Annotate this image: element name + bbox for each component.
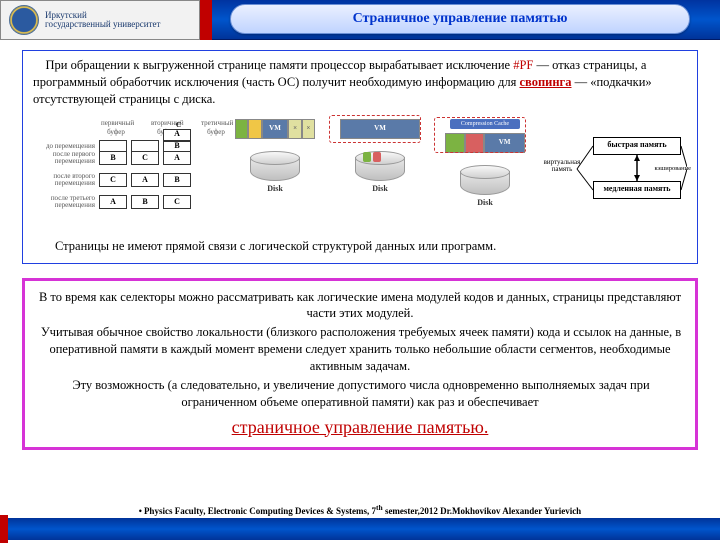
header-bar: Иркутский государственный университет Ст…	[0, 0, 720, 40]
explanation-p2: Учитывая обычное свойство локальности (б…	[37, 324, 683, 375]
footer-red-accent	[0, 515, 8, 543]
university-emblem-icon	[9, 5, 39, 35]
row-label-2: после второго перемещения	[33, 173, 95, 188]
slide-title: Страничное управление памятью	[230, 4, 690, 34]
dashed-highlight	[434, 117, 526, 153]
disk-icon: Disk	[355, 151, 405, 185]
university-logo-box: Иркутский государственный университет	[0, 0, 200, 40]
footer-attribution: •Physics Faculty, Electronic Computing D…	[0, 500, 720, 518]
footer-bar	[0, 518, 720, 540]
diagram-row: первичный буфер вторичный буфер третичны…	[33, 114, 687, 234]
vm-block-1: VMDisk	[333, 119, 428, 229]
vm-segment: VM	[262, 119, 289, 139]
vm-segment	[235, 119, 248, 139]
vm-block-2: Compression CacheVMDisk	[438, 119, 533, 229]
dashed-highlight	[329, 115, 421, 143]
vm-segment: ×	[288, 119, 301, 139]
vm-segment	[248, 119, 261, 139]
swap-word: свопинга	[519, 75, 571, 89]
content-area: При обращении к выгруженной странице пам…	[0, 40, 720, 264]
vm-diagrams: VM××DiskVMDiskCompression CacheVMDisk	[228, 119, 533, 229]
explanation-p1: В то время как селекторы можно рассматри…	[37, 289, 683, 323]
university-name-line2: государственный университет	[45, 20, 160, 29]
disk-icon: Disk	[250, 151, 300, 185]
vm-segment: ×	[302, 119, 315, 139]
memory-arrows-icon	[537, 129, 687, 219]
pf-code: #PF	[513, 58, 533, 72]
conclusion-text: страничное управление памятью.	[37, 415, 683, 439]
row-label-1: после первого перемещения	[33, 151, 95, 166]
intro-paragraph: При обращении к выгруженной странице пам…	[33, 57, 687, 108]
vm-segments: VM××	[235, 119, 315, 139]
disk-icon: Disk	[460, 165, 510, 199]
red-accent-strip	[200, 0, 212, 40]
memory-hierarchy-diagram: быстрая память медленная память виртуаль…	[537, 129, 687, 219]
row-label-3: после третьего перемещения	[33, 195, 95, 210]
explanation-p3: Эту возможность (а следовательно, и увел…	[37, 377, 683, 411]
intro-box: При обращении к выгруженной странице пам…	[22, 50, 698, 264]
buffer-diagram: первичный буфер вторичный буфер третичны…	[33, 119, 223, 229]
after-diagram-text: Страницы не имеют прямой связи с логичес…	[33, 238, 687, 255]
col-label-2: третичный буфер	[201, 119, 231, 138]
university-name: Иркутский государственный университет	[45, 11, 160, 30]
vm-block-0: VM××Disk	[228, 119, 323, 229]
explanation-box: В то время как селекторы можно рассматри…	[22, 278, 698, 450]
stack-label: C	[176, 121, 181, 130]
intro-text-before-pf: При обращении к выгруженной странице пам…	[46, 58, 514, 72]
